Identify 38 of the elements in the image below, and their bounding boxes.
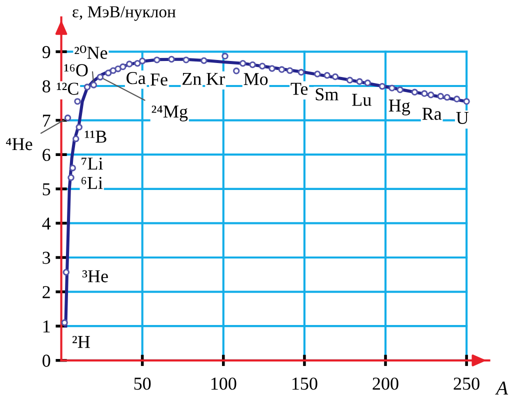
y-tick-label: 9 bbox=[42, 46, 50, 58]
y-tick-label: 4 bbox=[42, 218, 51, 230]
x-axis-title: A bbox=[495, 382, 508, 394]
annotation: ⁴He bbox=[6, 138, 32, 150]
annotation: ¹⁶O bbox=[64, 64, 88, 76]
x-tick-label: 50 bbox=[134, 378, 151, 390]
y-tick-label: 7 bbox=[43, 114, 50, 127]
annotation: ⁶Li bbox=[82, 176, 103, 189]
annotation: Mo bbox=[244, 73, 268, 86]
annotation: Hg bbox=[388, 100, 410, 116]
annotation: Kr bbox=[206, 72, 225, 85]
annotation: ²⁴Mg bbox=[152, 106, 188, 122]
annotation: Sm bbox=[316, 88, 338, 100]
annotation: ⁷Li bbox=[82, 158, 103, 170]
annotation: Zn bbox=[182, 72, 202, 85]
annotation: ²⁰Ne bbox=[74, 45, 108, 59]
x-tick-label: 250 bbox=[454, 378, 480, 390]
y-tick-label: 3 bbox=[42, 252, 50, 264]
y-tick-label: 5 bbox=[42, 183, 50, 196]
y-tick-label: 2 bbox=[42, 286, 50, 298]
y-axis-title: ε, МэВ/нуклон bbox=[72, 6, 176, 21]
annotation: Ra bbox=[422, 108, 442, 120]
annotation: Fe bbox=[150, 74, 168, 86]
y-tick-label: 1 bbox=[43, 320, 50, 332]
x-tick-label: 100 bbox=[211, 378, 236, 390]
x-tick-label: 150 bbox=[292, 378, 318, 390]
annotation: ¹¹B bbox=[84, 130, 106, 143]
annotation: Ca bbox=[126, 72, 146, 84]
y-tick-label: 8 bbox=[42, 80, 50, 92]
annotation: ³He bbox=[82, 270, 108, 282]
annotation: Te bbox=[290, 82, 308, 95]
annotation: Lu bbox=[352, 94, 372, 106]
annotation: ¹²C bbox=[56, 82, 78, 95]
x-tick-label: 200 bbox=[372, 378, 398, 390]
y-tick-label: 6 bbox=[42, 148, 50, 162]
annotation: ²H bbox=[72, 336, 90, 348]
y-tick-label: 0 bbox=[42, 354, 50, 367]
annotation: U bbox=[456, 112, 469, 124]
